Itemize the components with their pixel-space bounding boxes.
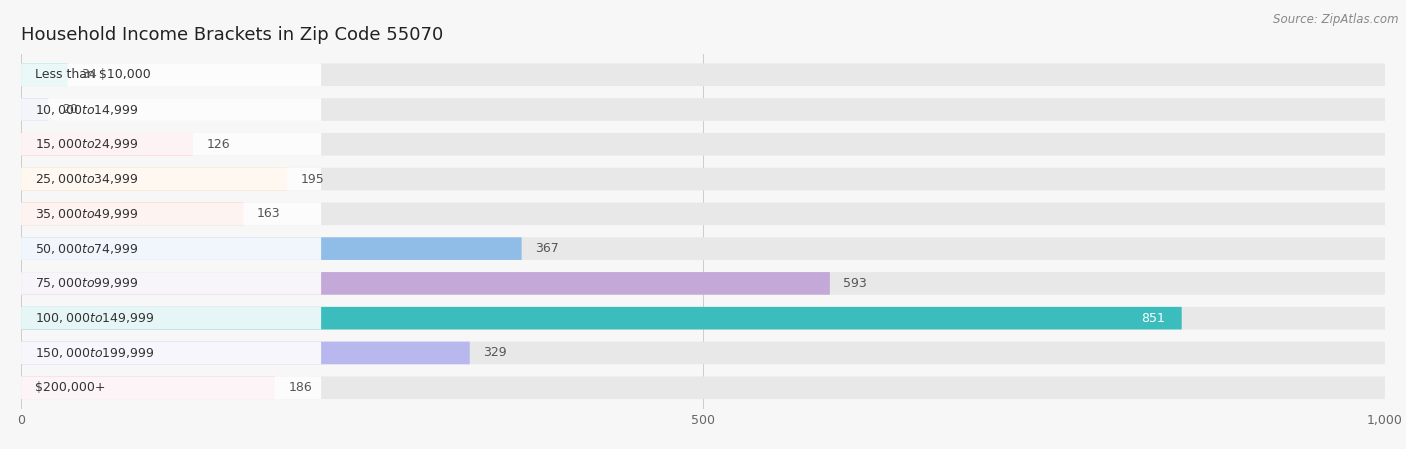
FancyBboxPatch shape xyxy=(21,133,321,156)
Text: 195: 195 xyxy=(301,172,325,185)
FancyBboxPatch shape xyxy=(21,133,1385,156)
Text: 34: 34 xyxy=(82,68,97,81)
FancyBboxPatch shape xyxy=(21,307,1181,330)
Text: 593: 593 xyxy=(844,277,868,290)
Text: $35,000 to $49,999: $35,000 to $49,999 xyxy=(35,207,138,221)
FancyBboxPatch shape xyxy=(21,63,67,86)
FancyBboxPatch shape xyxy=(21,342,470,364)
FancyBboxPatch shape xyxy=(21,98,48,121)
FancyBboxPatch shape xyxy=(21,202,243,225)
Text: 851: 851 xyxy=(1142,312,1166,325)
FancyBboxPatch shape xyxy=(21,376,274,399)
Text: $75,000 to $99,999: $75,000 to $99,999 xyxy=(35,277,138,291)
FancyBboxPatch shape xyxy=(21,376,321,399)
Text: $10,000 to $14,999: $10,000 to $14,999 xyxy=(35,102,138,117)
Text: 163: 163 xyxy=(257,207,281,220)
FancyBboxPatch shape xyxy=(21,272,1385,295)
FancyBboxPatch shape xyxy=(21,168,287,190)
FancyBboxPatch shape xyxy=(21,376,1385,399)
FancyBboxPatch shape xyxy=(21,168,1385,190)
FancyBboxPatch shape xyxy=(21,238,321,260)
Text: $25,000 to $34,999: $25,000 to $34,999 xyxy=(35,172,138,186)
Text: 20: 20 xyxy=(62,103,77,116)
FancyBboxPatch shape xyxy=(21,238,522,260)
FancyBboxPatch shape xyxy=(21,342,321,364)
Text: 367: 367 xyxy=(536,242,560,255)
Text: $50,000 to $74,999: $50,000 to $74,999 xyxy=(35,242,138,255)
FancyBboxPatch shape xyxy=(21,133,193,156)
Text: Less than $10,000: Less than $10,000 xyxy=(35,68,150,81)
FancyBboxPatch shape xyxy=(21,307,1385,330)
FancyBboxPatch shape xyxy=(21,63,1385,86)
Text: 329: 329 xyxy=(484,347,508,360)
FancyBboxPatch shape xyxy=(21,238,1385,260)
Text: $200,000+: $200,000+ xyxy=(35,381,105,394)
FancyBboxPatch shape xyxy=(21,98,1385,121)
FancyBboxPatch shape xyxy=(21,202,321,225)
FancyBboxPatch shape xyxy=(21,63,321,86)
Text: 186: 186 xyxy=(288,381,312,394)
Text: Household Income Brackets in Zip Code 55070: Household Income Brackets in Zip Code 55… xyxy=(21,26,443,44)
FancyBboxPatch shape xyxy=(21,272,830,295)
FancyBboxPatch shape xyxy=(21,202,1385,225)
Text: $15,000 to $24,999: $15,000 to $24,999 xyxy=(35,137,138,151)
Text: 126: 126 xyxy=(207,138,231,151)
FancyBboxPatch shape xyxy=(21,168,321,190)
FancyBboxPatch shape xyxy=(21,272,321,295)
Text: $150,000 to $199,999: $150,000 to $199,999 xyxy=(35,346,155,360)
FancyBboxPatch shape xyxy=(21,307,321,330)
Text: $100,000 to $149,999: $100,000 to $149,999 xyxy=(35,311,155,325)
Text: Source: ZipAtlas.com: Source: ZipAtlas.com xyxy=(1274,13,1399,26)
FancyBboxPatch shape xyxy=(21,342,1385,364)
FancyBboxPatch shape xyxy=(21,98,321,121)
